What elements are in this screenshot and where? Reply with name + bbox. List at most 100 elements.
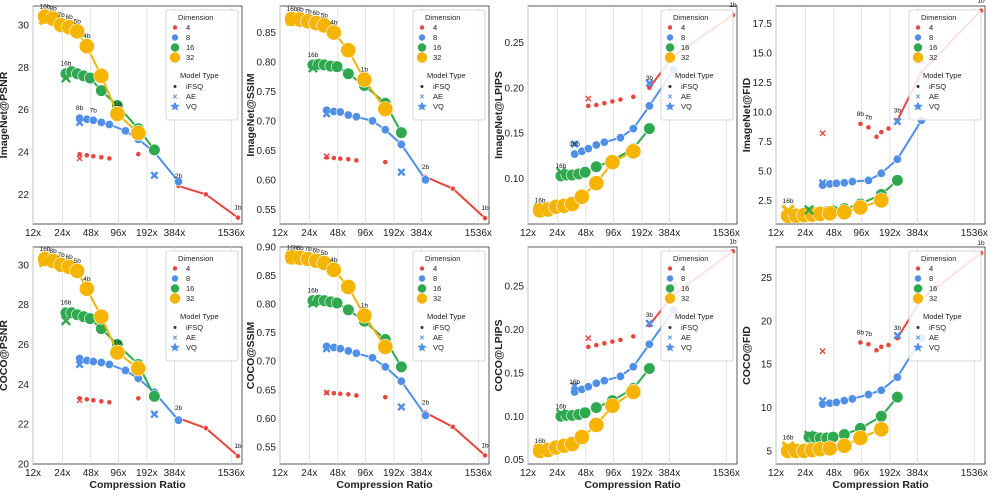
data-point-dim-4 (83, 396, 90, 403)
data-point-dim-8 (380, 362, 390, 372)
data-point-dim-32 (836, 204, 853, 221)
data-point-dim-8 (591, 378, 601, 388)
point-label: 8b (296, 7, 304, 14)
legend-label-model: AE (681, 333, 691, 342)
data-point-dim-32 (78, 280, 95, 297)
ae-marker (76, 155, 83, 162)
data-point-dim-8 (335, 344, 345, 354)
y-axis-label: COCO@FID (741, 326, 753, 385)
legend-label-model: iFSQ (929, 82, 946, 91)
star-icon (665, 101, 675, 111)
x-tick-label: 1536x (465, 228, 492, 239)
vq-marker-dim-32 (781, 440, 795, 455)
x-tick-label: 48x (330, 468, 346, 479)
data-point-dim-32 (325, 24, 342, 41)
point-label: 6b (66, 254, 74, 261)
data-point-dim-32 (69, 262, 86, 279)
data-point-dim-8 (343, 346, 353, 356)
data-point-dim-8 (847, 394, 857, 404)
data-point-dim-4 (585, 103, 592, 109)
point-label: 7b (90, 107, 98, 114)
y-tick-label: 0.65 (257, 385, 277, 396)
legend-label-dim-32: 32 (186, 294, 194, 303)
x-tick-label: 384x (659, 468, 681, 479)
legend-label-dim-8: 8 (433, 33, 437, 42)
data-point-dim-4 (98, 154, 105, 161)
point-label: 6b (313, 248, 321, 255)
y-tick-label: 24 (18, 380, 30, 391)
data-point-dim-16 (590, 160, 603, 173)
data-point-dim-4 (345, 391, 352, 398)
point-label: 7b (58, 252, 66, 259)
vq-marker-dim-8 (150, 410, 159, 419)
data-point-dim-16 (578, 406, 592, 419)
x-mark-icon (172, 335, 178, 340)
ae-marker (76, 397, 83, 404)
legend-label-model: iFSQ (186, 323, 203, 332)
ae-marker (585, 335, 592, 342)
legend-title-dimension: Dimension (425, 13, 460, 22)
data-point-dim-8 (96, 357, 106, 367)
dot-icon (420, 85, 424, 88)
y-tick-label: 0.80 (257, 57, 277, 68)
legend-swatch-dim-8 (418, 34, 426, 41)
legend-swatch-dim-16 (913, 284, 923, 293)
data-point-dim-8 (96, 117, 106, 127)
point-label: 1b (114, 340, 122, 347)
legend-title-model: Model Type (923, 312, 962, 321)
legend-title-model: Model Type (180, 71, 219, 80)
data-point-dim-16 (578, 166, 592, 179)
point-label: 1b (114, 101, 122, 108)
y-tick-label: 0.15 (505, 368, 525, 379)
data-point-dim-8 (351, 348, 361, 358)
y-axis-label: COCO@LPIPS (493, 319, 505, 391)
point-label: 2b (422, 400, 430, 407)
x-mark-icon (667, 94, 673, 99)
data-point-dim-32 (852, 199, 869, 216)
y-tick-label: 5 (766, 446, 772, 457)
data-point-dim-8 (644, 101, 654, 111)
chart-coco-psnr: 12x 24x 48x 96x 192x 384x 1536x 20 22 24 26 28 30 COC… (0, 246, 245, 491)
point-label: 16b (783, 198, 794, 205)
y-tick-label: 0.25 (505, 282, 525, 293)
legend-swatch-dim-32 (664, 293, 676, 304)
data-point-dim-4 (76, 151, 83, 158)
legend-swatch-dim-32 (169, 52, 181, 63)
x-axis-label: Compression Ratio (89, 479, 185, 491)
vq-marker-dim-8 (818, 396, 827, 405)
legend-title-model: Model Type (180, 312, 219, 321)
legend-swatch-dim-4 (667, 266, 673, 271)
y-axis-label: ImageNet@PSNR (0, 71, 10, 158)
legend-swatch-dim-8 (914, 34, 922, 41)
data-point-dim-4 (135, 395, 142, 402)
y-axis-label: ImageNet@LPIPS (493, 71, 505, 159)
data-point-dim-8 (628, 124, 638, 134)
data-point-dim-8 (173, 415, 183, 425)
data-point-dim-4 (449, 185, 456, 192)
x-tick-label: 96x (110, 468, 126, 479)
x-tick-label: 384x (411, 228, 433, 239)
point-label: 5b (74, 258, 82, 265)
point-label: 3b (894, 107, 902, 114)
vq-marker-dim-8 (645, 319, 654, 328)
legend-title-dimension: Dimension (425, 254, 460, 263)
legend-label-dim-4: 4 (186, 23, 190, 32)
vq-marker-dim-16 (60, 315, 72, 326)
data-point-dim-8 (380, 125, 390, 135)
legend-title-model: Model Type (427, 312, 466, 321)
point-label: 8b (296, 245, 304, 252)
data-point-dim-32 (836, 437, 853, 454)
legend-swatch-dim-8 (914, 275, 922, 282)
legend-swatch-dim-16 (913, 43, 923, 52)
data-point-dim-4 (617, 336, 624, 343)
point-label: 16b (287, 6, 298, 13)
legend-label-dim-16: 16 (433, 284, 441, 293)
point-label: 7b (865, 331, 873, 338)
data-point-dim-32 (573, 429, 590, 445)
legend-swatch-dim-4 (419, 266, 425, 271)
legend-label-model: iFSQ (681, 323, 698, 332)
